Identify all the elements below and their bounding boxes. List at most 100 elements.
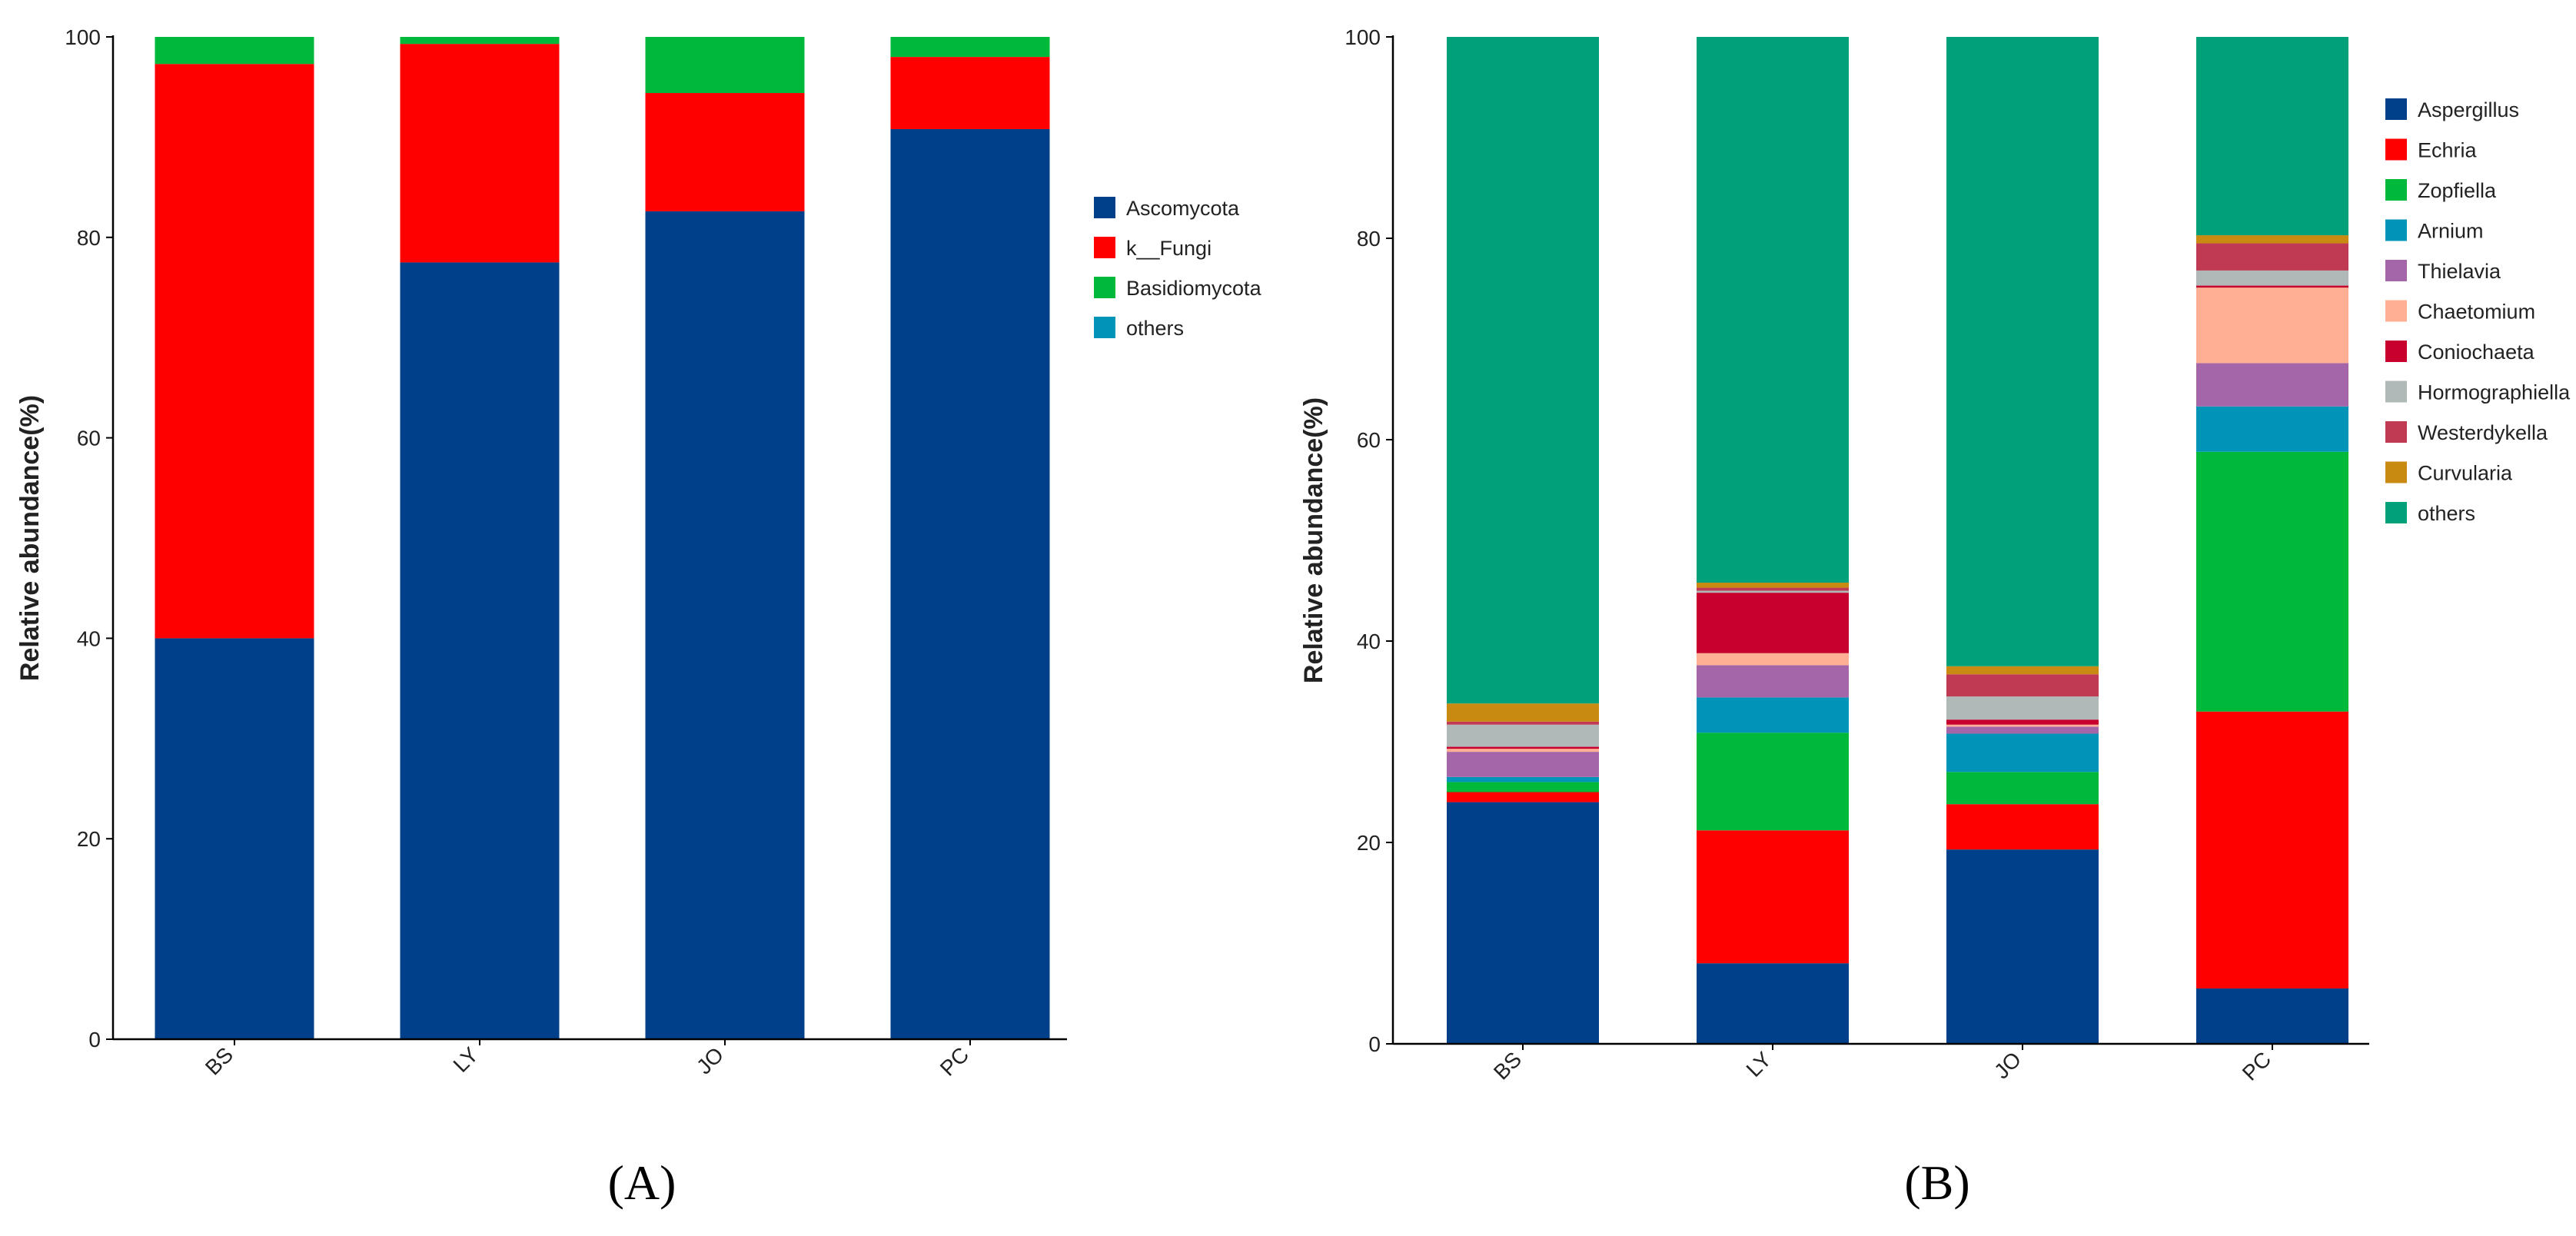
legend-label: Thielavia [2418, 260, 2501, 283]
bar-segment-ascomycota-ly [400, 262, 560, 1039]
bar-segment-echria-ly [1697, 830, 1849, 964]
x-tick-label: LY [449, 1042, 484, 1077]
bar-segment-westerdykella-pc [2196, 243, 2348, 271]
bar-segment-others-jo [1946, 37, 2099, 666]
bar-segment-curvularia-jo [1946, 666, 2099, 675]
legend-label: others [1126, 317, 1184, 340]
bar-segment-others-ly [1697, 37, 1849, 583]
y-tick-label: 80 [1357, 227, 1381, 251]
y-tick-label: 40 [1357, 630, 1381, 653]
bar-segment-aspergillus-ly [1697, 963, 1849, 1044]
chart-b: BS LY JO PC 0 20 40 60 80 100 Relative abundance(%… [1299, 25, 2571, 1085]
legend-swatch [2385, 341, 2407, 362]
y-tick-label: 0 [88, 1028, 101, 1052]
y-axis-title: Relative abundance(%) [1299, 397, 1328, 683]
bar-segment-hormographiella-ly [1697, 590, 1849, 593]
x-tick-label: PC [2238, 1047, 2275, 1085]
bar-segment-ascomycota-pc [890, 128, 1050, 1039]
y-tick-label: 80 [77, 226, 101, 250]
legend-swatch [2385, 98, 2407, 120]
legend-label: Ascomycota [1126, 197, 1240, 220]
legend-label: Aspergillus [2418, 98, 2519, 121]
x-tick-label: JO [692, 1042, 728, 1078]
y-tick-label: 100 [65, 25, 101, 49]
bar-segment-curvularia-ly [1697, 583, 1849, 588]
legend-label: Coniochaeta [2418, 341, 2535, 364]
legend-swatch [2385, 380, 2407, 403]
bar-segment-k-fungi-ly [400, 44, 560, 263]
legend-swatch [2385, 219, 2407, 241]
bar-segment-echria-jo [1946, 804, 2099, 850]
bar-segment-basidiomycota-bs [155, 37, 314, 65]
x-tick-label: JO [1989, 1047, 2026, 1083]
bar-segment-thielavia-ly [1697, 665, 1849, 698]
bar-segment-aspergillus-bs [1447, 802, 1599, 1044]
bar-segment-hormographiella-pc [2196, 270, 2348, 286]
bar-segment-westerdykella-jo [1946, 674, 2099, 697]
y-tick-label: 60 [77, 427, 101, 450]
legend-label: Westerdykella [2418, 421, 2548, 444]
legend-swatch [2385, 502, 2407, 523]
y-tick-label: 100 [1345, 25, 1381, 49]
legend-swatch [1094, 237, 1115, 258]
chart-a: BS LY JO PC 0 20 40 60 80 100 Relative abundance(%… [15, 25, 1262, 1081]
bar-segment-arnium-pc [2196, 406, 2348, 452]
bar-segment-curvularia-pc [2196, 235, 2348, 244]
bar-segment-hormographiella-bs [1447, 724, 1599, 747]
bar-segment-thielavia-jo [1946, 726, 2099, 734]
y-tick-label: 40 [77, 626, 101, 650]
legend-swatch [2385, 138, 2407, 161]
y-tick-label: 20 [1357, 831, 1381, 855]
y-tick-label: 60 [1357, 428, 1381, 452]
legend-label: Basidiomycota [1126, 277, 1262, 300]
bar-segment-echria-bs [1447, 792, 1599, 802]
bar-segment-basidiomycota-jo [645, 37, 805, 94]
legend-swatch [2385, 461, 2407, 483]
x-tick-label: BS [201, 1042, 238, 1079]
bar-segment-coniochaeta-ly [1697, 593, 1849, 653]
legend-label: Curvularia [2418, 462, 2513, 485]
bar-segment-basidiomycota-ly [400, 37, 560, 45]
x-tick-label: LY [1742, 1047, 1777, 1082]
legend-label: Arnium [2418, 220, 2484, 243]
bar-segment-zopfiella-bs [1447, 782, 1599, 792]
bar-segment-others-bs [1447, 37, 1599, 704]
y-tick-label: 0 [1368, 1032, 1381, 1056]
bar-segment-hormographiella-jo [1946, 696, 2099, 720]
bar-segment-westerdykella-ly [1697, 587, 1849, 591]
legend-swatch [1094, 277, 1115, 298]
legend-label: k__Fungi [1126, 237, 1212, 260]
bar-segment-thielavia-bs [1447, 752, 1599, 777]
bar-segment-zopfiella-ly [1697, 733, 1849, 831]
legend-swatch [2385, 300, 2407, 322]
legend-label: others [2418, 502, 2475, 525]
y-tick-label: 20 [77, 827, 101, 851]
bar-segment-arnium-bs [1447, 776, 1599, 782]
bar-segment-ascomycota-bs [155, 638, 314, 1039]
bar-segment-chaetomium-jo [1946, 724, 2099, 727]
y-axis-title: Relative abundance(%) [15, 395, 45, 681]
legend-label: Hormographiella [2418, 381, 2571, 404]
legend-swatch [2385, 179, 2407, 201]
legend-swatch [1094, 317, 1115, 338]
bar-segment-coniochaeta-jo [1946, 719, 2099, 725]
bar-segment-aspergillus-jo [1946, 849, 2099, 1044]
legend-swatch [2385, 260, 2407, 281]
bar-segment-westerdykella-bs [1447, 721, 1599, 725]
bar-segment-zopfiella-jo [1946, 772, 2099, 805]
bar-segment-k-fungi-bs [155, 64, 314, 639]
legend-label: Echria [2418, 139, 2478, 162]
legend-swatch [1094, 197, 1115, 218]
bar-segment-arnium-jo [1946, 733, 2099, 772]
legend-label: Chaetomium [2418, 301, 2535, 324]
bar-segment-curvularia-bs [1447, 703, 1599, 722]
bar-segment-others-pc [2196, 37, 2348, 236]
bar-segment-echria-pc [2196, 711, 2348, 988]
x-tick-label: BS [1489, 1047, 1526, 1084]
bar-segment-chaetomium-pc [2196, 287, 2348, 364]
bar-segment-zopfiella-pc [2196, 451, 2348, 712]
bar-segment-chaetomium-ly [1697, 653, 1849, 666]
bar-segment-coniochaeta-bs [1447, 746, 1599, 749]
bar-segment-basidiomycota-pc [890, 37, 1050, 58]
bar-segment-thielavia-pc [2196, 363, 2348, 407]
